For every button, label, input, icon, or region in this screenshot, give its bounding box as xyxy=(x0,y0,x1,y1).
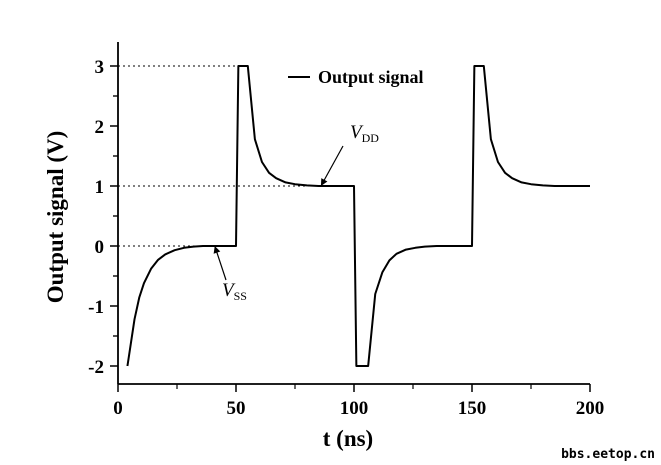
annotation-subscript: DD xyxy=(362,131,380,145)
y-tick-label: 2 xyxy=(95,117,105,138)
annotation-subscript: SS xyxy=(234,289,247,303)
y-tick-label: 1 xyxy=(95,177,105,198)
annotation-arrowhead xyxy=(320,178,328,186)
x-axis-title: t (ns) xyxy=(323,426,373,451)
y-tick-label: 0 xyxy=(95,237,105,258)
watermark-text: bbs.eetop.cn xyxy=(561,447,655,462)
annotation-arrow xyxy=(320,145,344,187)
x-tick-label: 100 xyxy=(340,398,369,419)
x-tick-label: 150 xyxy=(458,398,487,419)
plot-layer: 0 50 100 150 200 -2 -1 0 1 2 3 t (ns) Output signal … xyxy=(43,42,604,451)
y-tick-label: -2 xyxy=(88,357,104,378)
annotation-arrowhead xyxy=(213,246,221,254)
series-line-output-signal xyxy=(126,65,590,367)
x-tick-label: 0 xyxy=(113,398,123,419)
x-tick-label: 50 xyxy=(227,398,246,419)
legend-label: Output signal xyxy=(318,67,424,87)
y-tick-label: 3 xyxy=(95,57,105,78)
y-axis-title: Output signal (V) xyxy=(43,131,68,304)
y-tick-label: -1 xyxy=(88,297,104,318)
annotation-label: VDD xyxy=(350,122,379,145)
annotation-label: VSS xyxy=(222,280,247,303)
x-tick-label: 200 xyxy=(576,398,605,419)
